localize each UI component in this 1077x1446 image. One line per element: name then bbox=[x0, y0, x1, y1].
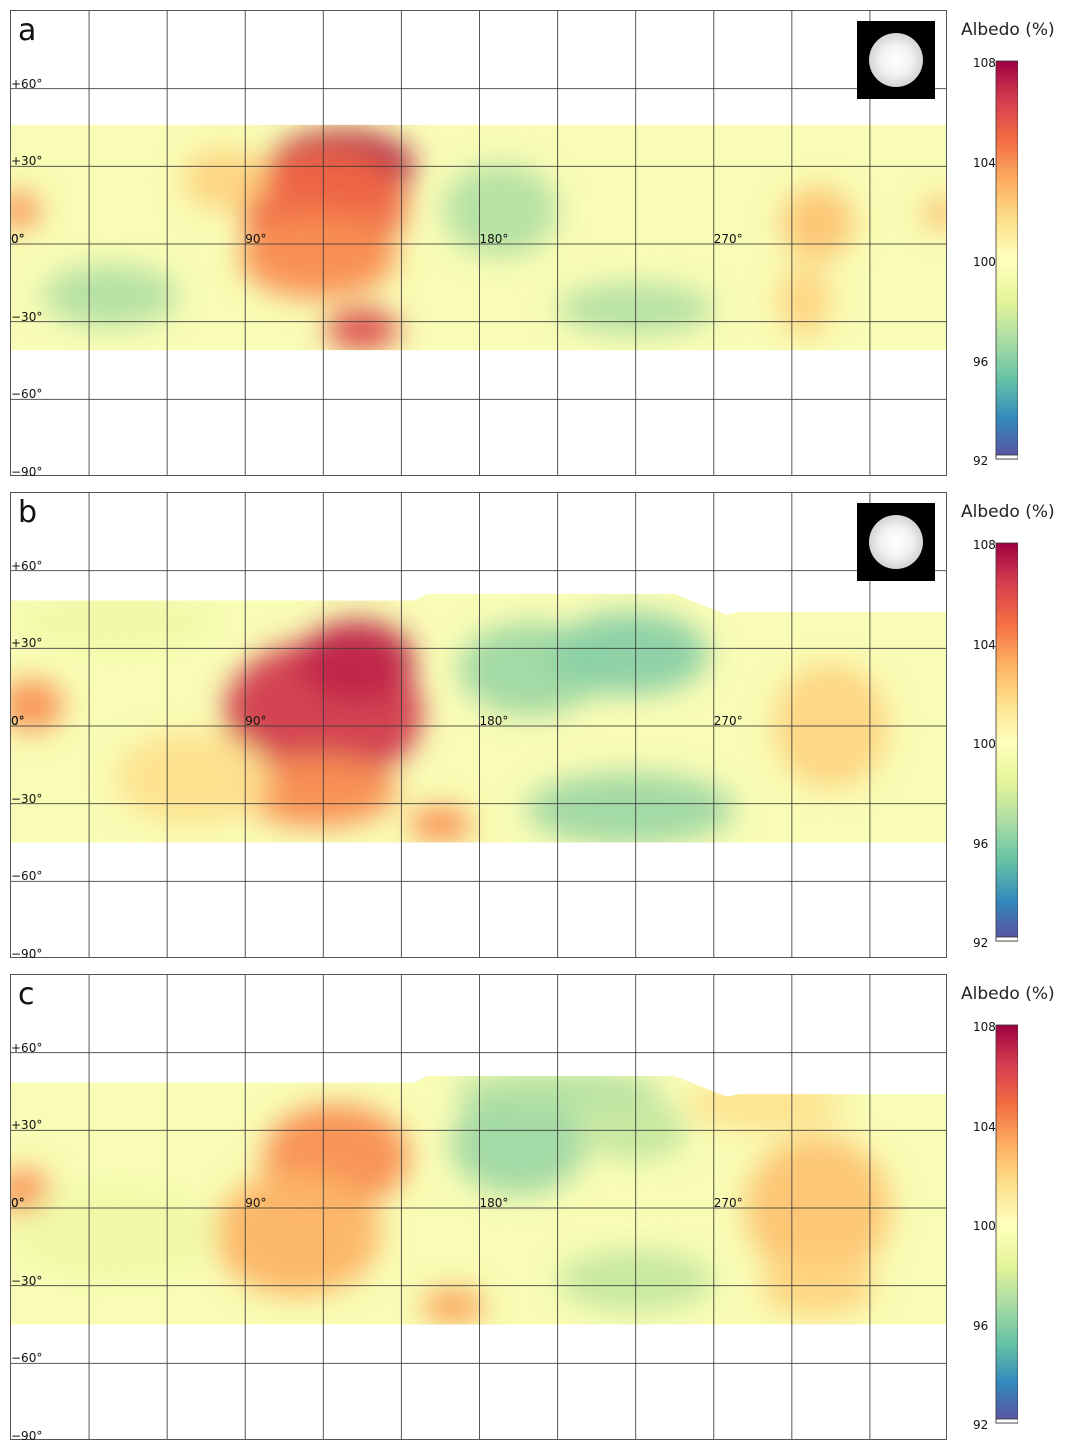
albedo-feature bbox=[42, 264, 178, 327]
colorbar-gradient bbox=[995, 1024, 1019, 1424]
lon-label: 180° bbox=[479, 1196, 509, 1210]
colorbar-tick-label: 108 bbox=[973, 1020, 996, 1034]
albedo-feature bbox=[924, 197, 946, 229]
lat-label: −60° bbox=[11, 1351, 43, 1366]
lat-label: −30° bbox=[11, 791, 43, 806]
lat-label: −90° bbox=[11, 1429, 43, 1443]
lat-label: 0° bbox=[11, 1196, 25, 1210]
lon-label: 180° bbox=[479, 714, 509, 728]
albedo-map bbox=[11, 975, 946, 1439]
map-panel-a: a +60° +30° 0° −30° −60° −90° 0° 90° 180° 270° Albe… bbox=[0, 0, 1077, 482]
albedo-feature bbox=[687, 1078, 844, 1131]
colorbar-tick-label: 96 bbox=[973, 836, 989, 851]
colorbar-tick-label: 104 bbox=[973, 637, 996, 652]
colorbar-title: Albedo (%) bbox=[961, 20, 1055, 40]
albedo-feature bbox=[214, 1171, 381, 1297]
lon-label: 90° bbox=[245, 1196, 267, 1210]
panel-letter: a bbox=[18, 13, 37, 48]
lat-label: 0° bbox=[11, 714, 25, 728]
albedo-feature bbox=[443, 163, 558, 257]
map-panel-b: b +60° +30° 0° −30° −60° −90° 0° 90° 180° 270° Albe… bbox=[0, 482, 1077, 964]
albedo-feature bbox=[778, 264, 831, 338]
albedo-feature bbox=[422, 1288, 485, 1325]
map-area bbox=[10, 10, 947, 476]
lat-label: −60° bbox=[11, 387, 43, 402]
lat-label: +60° bbox=[11, 558, 43, 573]
lat-label: +30° bbox=[11, 154, 43, 169]
panel-letter: c bbox=[18, 977, 35, 1012]
lon-label: 90° bbox=[245, 232, 267, 246]
colorbar-tick-label: 92 bbox=[973, 1418, 989, 1432]
lon-label: 0° bbox=[11, 232, 25, 246]
albedo-feature bbox=[299, 619, 415, 703]
lat-label: 0° bbox=[11, 232, 25, 246]
colorbar-title: Albedo (%) bbox=[961, 502, 1055, 522]
lon-label: 0° bbox=[11, 1196, 25, 1210]
colorbar-tick-label: 92 bbox=[973, 454, 989, 468]
albedo-feature bbox=[450, 1091, 587, 1196]
lat-label: −90° bbox=[11, 947, 43, 961]
albedo-feature bbox=[325, 308, 399, 351]
map-panel-c: c +60° +30° 0° −30° −60° −90° 0° 90° 180° 270° Albe… bbox=[0, 964, 1077, 1446]
map-area bbox=[10, 492, 947, 958]
albedo-feature bbox=[11, 679, 64, 732]
colorbar-tick-label: 100 bbox=[973, 255, 996, 269]
lon-label: 270° bbox=[713, 714, 743, 728]
lat-label: −30° bbox=[11, 309, 43, 324]
lat-label: −60° bbox=[11, 869, 43, 884]
colorbar-low-end bbox=[995, 936, 1019, 942]
colorbar-tick-label: 104 bbox=[973, 1119, 996, 1134]
lon-label: 0° bbox=[11, 714, 25, 728]
colorbar-tick-label: 100 bbox=[973, 737, 996, 751]
albedo-feature bbox=[11, 192, 40, 229]
albedo-map bbox=[11, 11, 946, 475]
panel-letter: b bbox=[18, 495, 38, 530]
planet-disk bbox=[869, 515, 923, 569]
lat-label: −30° bbox=[11, 1273, 43, 1288]
lat-label: +30° bbox=[11, 636, 43, 651]
lon-label: 270° bbox=[713, 232, 743, 246]
albedo-feature bbox=[409, 806, 472, 843]
colorbar-low-end bbox=[995, 454, 1019, 460]
colorbar-gradient bbox=[995, 542, 1019, 942]
albedo-feature bbox=[182, 148, 267, 211]
planet-disk bbox=[869, 33, 923, 87]
lon-label: 90° bbox=[245, 714, 267, 728]
albedo-feature bbox=[526, 772, 735, 843]
colorbar-tick-label: 108 bbox=[973, 538, 996, 552]
colorbar-tick-label: 104 bbox=[973, 155, 996, 170]
albedo-feature bbox=[240, 215, 397, 299]
albedo-feature bbox=[552, 612, 709, 695]
planet-disk-icon bbox=[857, 21, 935, 99]
albedo-feature bbox=[781, 187, 855, 260]
colorbar-tick-label: 100 bbox=[973, 1219, 996, 1233]
albedo-feature bbox=[11, 1187, 220, 1281]
colorbar-tick-label: 96 bbox=[973, 354, 989, 369]
colorbar-gradient bbox=[995, 60, 1019, 460]
lat-label: −90° bbox=[11, 465, 43, 479]
lon-label: 180° bbox=[479, 232, 509, 246]
albedo-feature bbox=[115, 731, 272, 825]
lat-label: +60° bbox=[11, 76, 43, 91]
map-area bbox=[10, 974, 947, 1440]
planet-disk-icon bbox=[857, 503, 935, 581]
colorbar-tick-label: 92 bbox=[973, 936, 989, 950]
colorbar-tick-label: 96 bbox=[973, 1318, 989, 1333]
lat-label: +60° bbox=[11, 1040, 43, 1055]
albedo-feature bbox=[240, 754, 397, 827]
colorbar-low-end bbox=[995, 1418, 1019, 1424]
colorbar-title: Albedo (%) bbox=[961, 984, 1055, 1004]
colorbar-tick-label: 108 bbox=[973, 56, 996, 70]
lon-label: 270° bbox=[713, 1196, 743, 1210]
lat-label: +30° bbox=[11, 1118, 43, 1133]
albedo-map bbox=[11, 493, 946, 957]
